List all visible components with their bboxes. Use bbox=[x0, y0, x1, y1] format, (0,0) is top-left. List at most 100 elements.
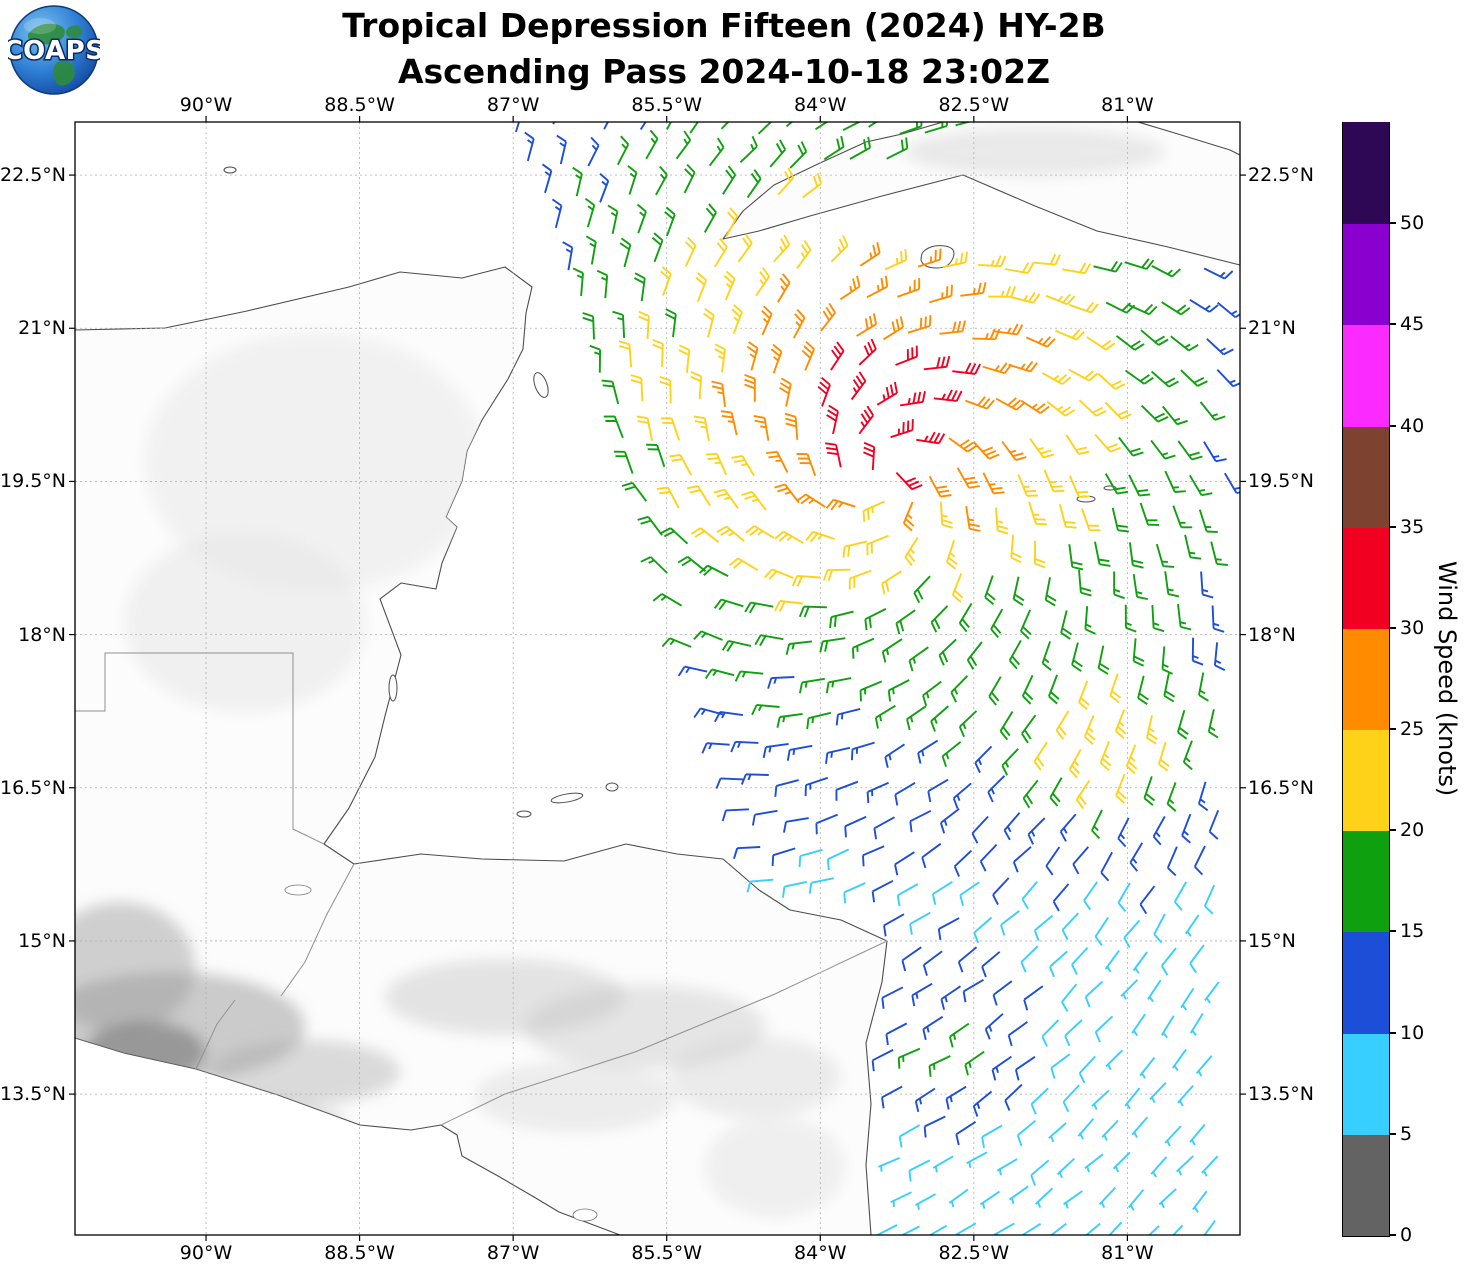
wind-barb bbox=[698, 564, 729, 577]
wind-barb bbox=[958, 710, 978, 738]
wind-barb bbox=[1199, 401, 1226, 421]
wind-barb bbox=[1108, 1221, 1123, 1235]
wind-barb bbox=[1041, 372, 1072, 386]
wind-barb bbox=[951, 573, 964, 603]
wind-barb bbox=[952, 362, 981, 375]
wind-barb bbox=[906, 705, 927, 731]
wind-barb bbox=[552, 122, 556, 125]
wind-barb bbox=[1063, 1190, 1083, 1209]
wind-barb bbox=[1140, 329, 1169, 346]
wind-barb bbox=[789, 141, 808, 169]
wind-barb bbox=[1099, 741, 1112, 771]
wind-barb bbox=[1008, 360, 1038, 373]
wind-barb bbox=[1044, 577, 1057, 607]
wind-barb bbox=[1004, 1083, 1023, 1111]
lake-izabal bbox=[284, 884, 312, 896]
x-tick-label: 81°W bbox=[1101, 94, 1154, 116]
wind-barb bbox=[1001, 440, 1027, 462]
x-tick-label: 84°W bbox=[794, 94, 847, 116]
wind-barb bbox=[1068, 301, 1099, 314]
y-tick-label: 19.5°N bbox=[0, 470, 67, 493]
wind-barb bbox=[587, 136, 600, 167]
colorbar-tick-label: 20 bbox=[1400, 819, 1425, 842]
wind-barb bbox=[1048, 1122, 1067, 1143]
wind-barb bbox=[1069, 475, 1090, 498]
wind-barb bbox=[858, 405, 874, 435]
wind-barb bbox=[1160, 947, 1177, 976]
wind-barb bbox=[885, 1022, 908, 1046]
wind-barb bbox=[1151, 605, 1165, 633]
wind-barb bbox=[1200, 571, 1214, 599]
wind-barb bbox=[633, 272, 646, 302]
wind-barb bbox=[1181, 813, 1192, 844]
colorbar-tick-mark bbox=[1390, 829, 1396, 832]
wind-barb bbox=[746, 169, 762, 199]
lake-managua bbox=[572, 1208, 598, 1222]
wind-barb bbox=[1124, 369, 1154, 385]
wind-barb bbox=[1084, 1153, 1104, 1173]
wind-barb bbox=[782, 880, 808, 898]
wind-barb bbox=[660, 527, 689, 545]
wind-barb bbox=[1140, 404, 1169, 423]
wind-barb bbox=[1012, 576, 1025, 606]
wind-barb bbox=[1137, 675, 1149, 705]
wind-barb bbox=[1105, 301, 1136, 314]
wind-barb bbox=[769, 139, 787, 168]
wind-barb bbox=[612, 310, 626, 338]
wind-barb bbox=[863, 441, 876, 471]
wind-barb bbox=[796, 453, 817, 477]
wind-barb bbox=[957, 946, 978, 973]
wind-barb bbox=[1086, 336, 1116, 351]
wind-barb bbox=[1128, 1189, 1145, 1211]
wind-barb bbox=[746, 341, 759, 371]
alacranes-reef bbox=[223, 166, 237, 174]
wind-barb bbox=[958, 602, 973, 633]
wind-barb bbox=[922, 950, 943, 976]
wind-barb bbox=[796, 493, 826, 508]
wind-barb bbox=[802, 172, 822, 199]
wind-barb bbox=[1139, 885, 1156, 915]
wind-barb bbox=[785, 640, 813, 655]
wind-barb bbox=[730, 740, 759, 753]
wind-barb bbox=[1124, 1087, 1141, 1110]
wind-barb bbox=[922, 1015, 944, 1041]
wind-barb bbox=[862, 500, 885, 522]
wind-barb bbox=[1008, 1185, 1029, 1204]
wind-barb bbox=[1211, 605, 1225, 633]
wind-barb bbox=[876, 381, 898, 406]
wind-barb bbox=[763, 568, 794, 581]
wind-barb bbox=[1016, 1119, 1037, 1147]
wind-barb bbox=[677, 555, 707, 572]
wind-barb bbox=[995, 397, 1026, 411]
wind-barb bbox=[645, 129, 659, 160]
wind-barb bbox=[932, 1155, 954, 1173]
wind-barb bbox=[777, 167, 795, 196]
wind-barb bbox=[884, 249, 908, 271]
wind-barb bbox=[909, 809, 932, 833]
wind-barb bbox=[928, 1224, 948, 1235]
wind-barb bbox=[911, 982, 933, 1007]
wind-barb bbox=[842, 540, 868, 558]
wind-barb bbox=[914, 1193, 936, 1210]
wind-barb bbox=[572, 166, 583, 197]
wind-barb bbox=[1207, 709, 1219, 739]
wind-barb bbox=[1149, 1082, 1167, 1103]
wind-barb bbox=[886, 137, 909, 160]
wind-barb bbox=[881, 570, 902, 595]
wind-barb bbox=[895, 345, 918, 366]
wind-barb bbox=[636, 203, 647, 234]
wind-barb bbox=[1010, 534, 1022, 564]
y-tick-label: 21°N bbox=[18, 317, 66, 340]
wind-barb bbox=[962, 978, 984, 1003]
wind-barb bbox=[1049, 950, 1068, 978]
wind-barb bbox=[1195, 1055, 1213, 1077]
colorbar bbox=[1342, 122, 1390, 1237]
globe-land-shape bbox=[66, 25, 83, 38]
terrain-layer bbox=[75, 128, 1165, 1217]
wind-barb bbox=[955, 1121, 977, 1146]
wind-barb bbox=[1094, 433, 1121, 453]
wind-barb bbox=[988, 286, 1016, 298]
wind-barb bbox=[1198, 509, 1218, 533]
wind-barb bbox=[999, 711, 1014, 741]
figure-subtitle: Ascending Pass 2024-10-18 23:02Z bbox=[397, 52, 1051, 91]
